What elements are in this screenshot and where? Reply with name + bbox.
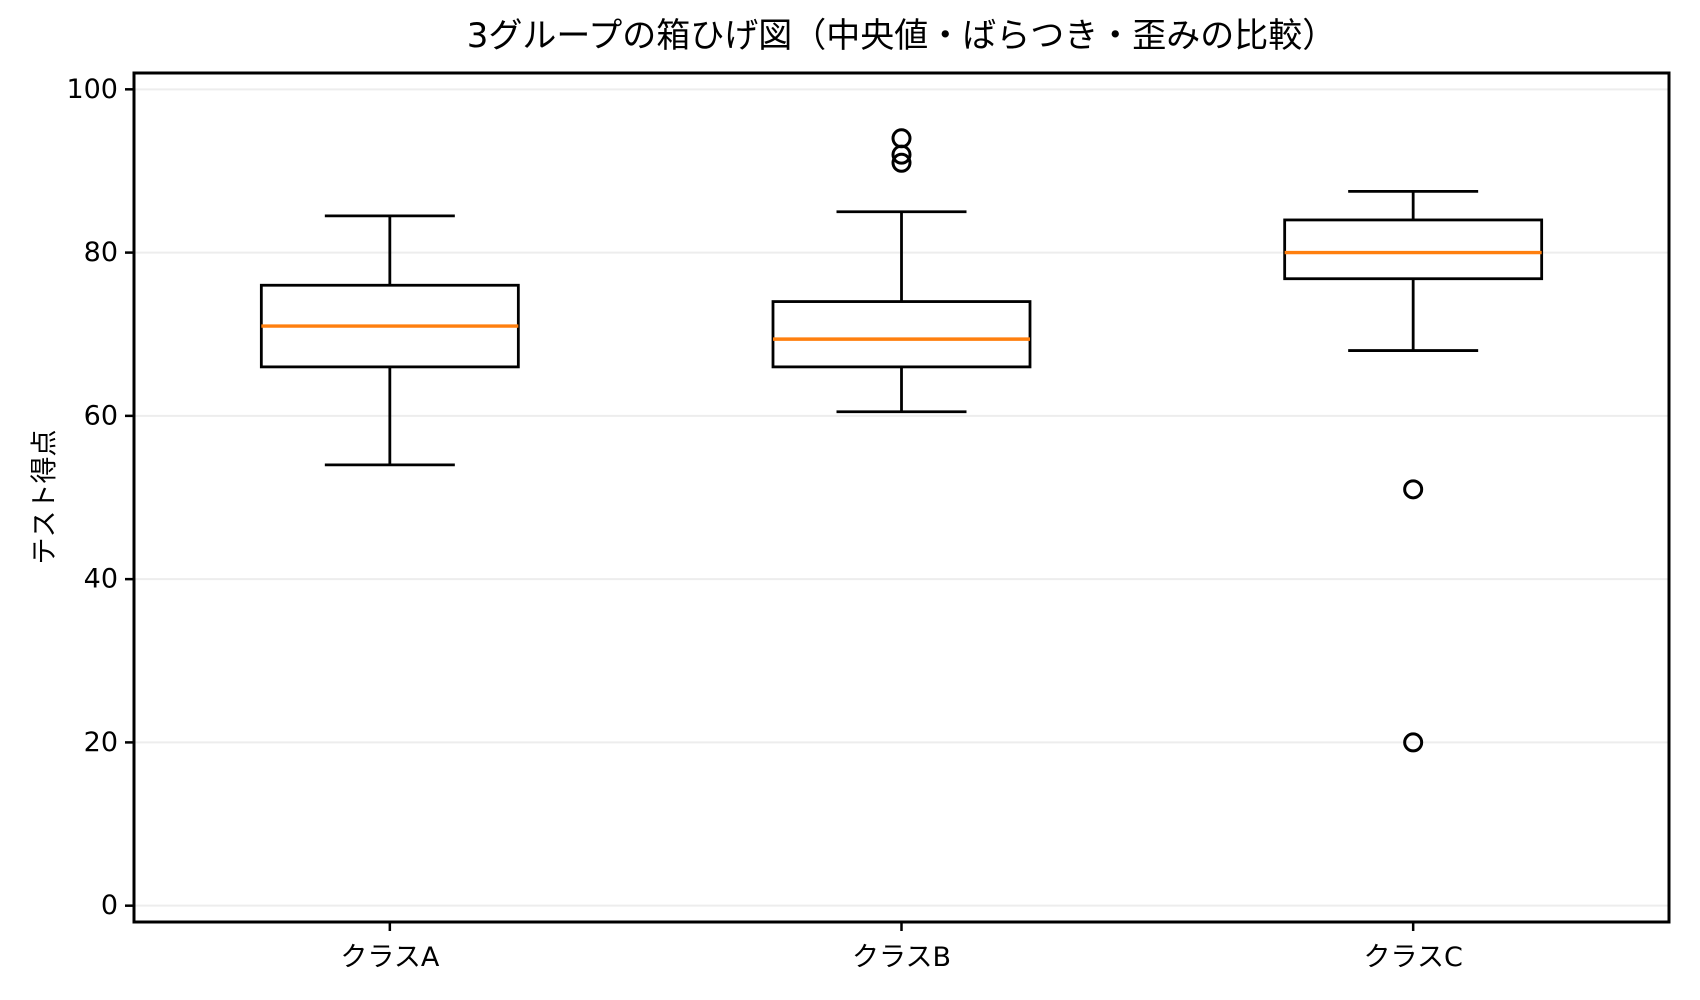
y-tick-label: 0	[101, 890, 118, 921]
chart-title: 3グループの箱ひげ図（中央値・ばらつき・歪みの比較）	[466, 16, 1337, 56]
x-tick-label-2: クラスB	[852, 942, 951, 973]
x-tick-label-1: クラスA	[340, 942, 439, 973]
y-tick-label: 60	[84, 400, 118, 431]
outlier-point	[891, 152, 912, 173]
y-tick-label: 100	[66, 74, 118, 105]
outlier-point	[1403, 732, 1424, 753]
plot-border	[132, 71, 1671, 924]
outlier-point	[1403, 479, 1424, 500]
outlier-point	[891, 144, 912, 165]
x-tick-label-3: クラスC	[1364, 942, 1463, 973]
y-axis-label: テスト得点	[29, 429, 61, 565]
y-tick-label: 40	[84, 564, 118, 595]
y-tick-label: 80	[84, 237, 118, 268]
iqr-box-2	[771, 300, 1032, 369]
iqr-box-3	[1283, 218, 1544, 281]
y-tick-label: 20	[84, 727, 118, 758]
plot-background	[134, 73, 1669, 922]
